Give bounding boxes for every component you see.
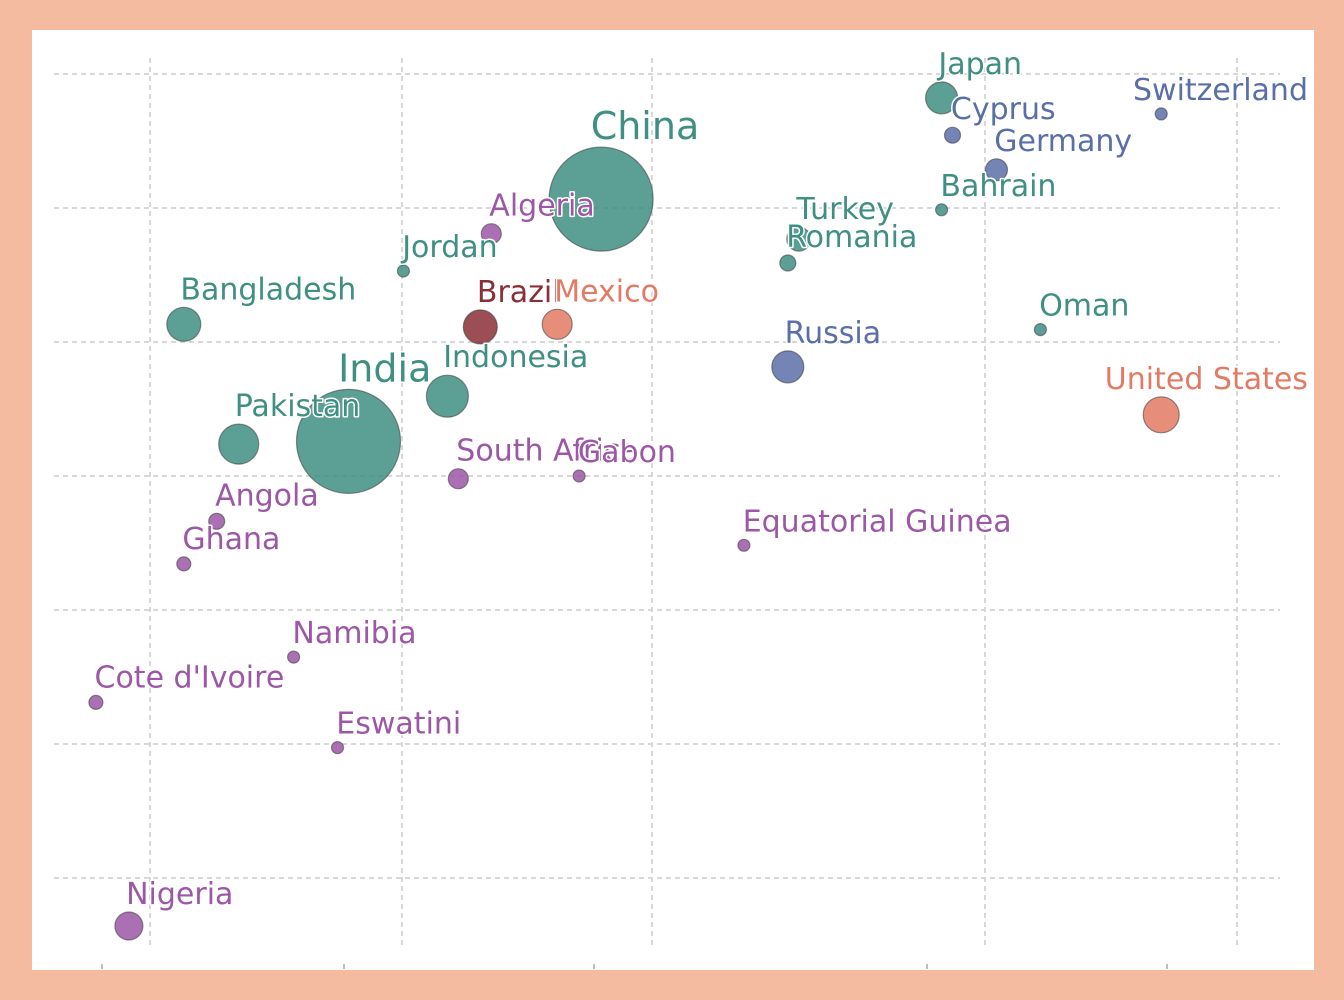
data-point <box>114 911 144 941</box>
axis-ticks <box>101 964 1168 969</box>
data-point <box>541 308 573 340</box>
data-point <box>330 740 345 755</box>
point-label: Russia <box>785 316 882 351</box>
data-point <box>176 556 192 572</box>
data-point <box>287 650 301 664</box>
data-point <box>447 468 469 490</box>
point-label: Namibia <box>292 616 416 651</box>
point-label: Ghana <box>182 522 280 557</box>
data-point <box>208 512 226 530</box>
data-point <box>1033 323 1048 337</box>
point-label: Oman <box>1039 289 1129 324</box>
chart-frame: Nigeria China India United States Indonesia P… <box>32 30 1314 970</box>
point-label: Indonesia <box>443 340 588 375</box>
data-point <box>934 203 949 217</box>
data-point <box>548 146 654 252</box>
data-point <box>943 126 962 144</box>
data-point <box>88 694 104 711</box>
point-label: United States <box>1105 362 1308 397</box>
point-label: China <box>591 104 700 148</box>
point-label: Eswatini <box>336 707 461 742</box>
data-point <box>771 350 805 384</box>
point-label: Switzerland <box>1133 73 1308 108</box>
point-label: Pakistan <box>235 389 361 424</box>
scatter-chart: Nigeria China India United States Indonesia P… <box>54 45 1310 969</box>
point-label: Angola <box>215 478 319 513</box>
point-label: Gabon <box>578 435 676 470</box>
data-point <box>396 264 410 278</box>
data-point <box>924 81 959 115</box>
point-label: Equatorial Guinea <box>743 504 1012 539</box>
point-label: Mexico <box>554 274 659 309</box>
point-label: Bahrain <box>940 169 1056 204</box>
point-label: Brazil <box>477 275 561 310</box>
data-point <box>462 309 498 345</box>
data-point <box>1142 396 1180 434</box>
data-point <box>1154 107 1168 121</box>
point-label: Japan <box>936 47 1022 82</box>
data-point <box>166 306 202 342</box>
data-point <box>737 538 751 552</box>
data-point <box>218 423 260 465</box>
data-point <box>984 158 1009 182</box>
point-label: South Africa <box>456 434 638 469</box>
point-label: India <box>338 346 431 390</box>
point-label: Cyprus <box>951 92 1056 127</box>
data-point <box>786 226 812 252</box>
point-label: Nigeria <box>126 877 233 912</box>
point-label: Cote d'Ivoire <box>95 660 285 695</box>
data-point <box>480 223 502 245</box>
data-points <box>88 81 1180 941</box>
data-point <box>572 469 586 483</box>
point-label: Algeria <box>489 189 594 224</box>
point-labels: Nigeria China India United States Indonesia P… <box>93 45 1310 913</box>
data-point <box>779 254 797 272</box>
point-label: Jordan <box>400 230 497 265</box>
point-label: Bangladesh <box>180 272 356 307</box>
data-point <box>295 388 402 494</box>
point-label: Turkey <box>795 192 894 227</box>
point-label: Germany <box>994 124 1132 159</box>
point-label: Romania <box>786 220 917 255</box>
data-point <box>425 374 469 418</box>
